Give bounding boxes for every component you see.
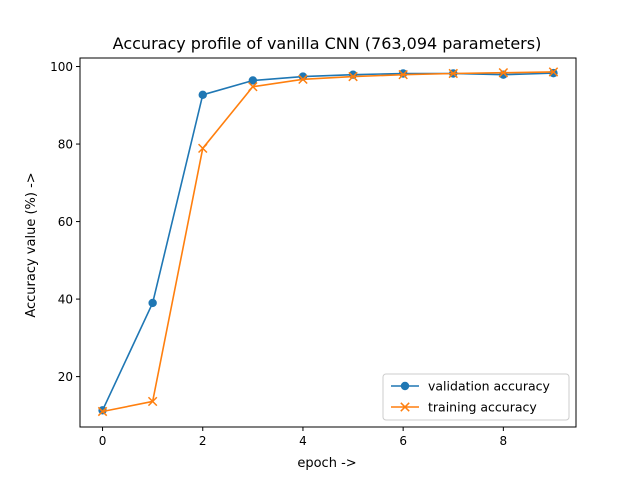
y-axis-label: Accuracy value (%) -> xyxy=(24,172,39,317)
legend-swatch-marker xyxy=(400,402,410,412)
validation-accuracy-point xyxy=(148,298,157,308)
training-accuracy-point xyxy=(248,81,258,92)
validation-accuracy-point xyxy=(398,69,408,78)
y-tick-label: 100 xyxy=(50,60,73,74)
x-tick-label: 8 xyxy=(500,434,508,448)
legend-item: training accuracy xyxy=(391,400,537,415)
validation-accuracy-line xyxy=(101,72,554,411)
x-tick-label: 2 xyxy=(199,434,207,448)
training-accuracy-point xyxy=(198,143,208,154)
legend-label: training accuracy xyxy=(428,400,537,415)
validation-accuracy-point xyxy=(198,90,207,100)
validation-accuracy-point xyxy=(98,406,107,415)
y-tick-label: 20 xyxy=(58,370,73,384)
x-axis-label: epoch -> xyxy=(297,456,356,471)
training-accuracy-point xyxy=(348,71,358,82)
training-accuracy-point xyxy=(298,74,308,85)
axes-frame xyxy=(79,57,577,428)
plot-area: 0 2 4 6 8 20 40 60 80 100 xyxy=(50,57,577,448)
training-accuracy-point xyxy=(97,406,108,417)
y-tick-label: 80 xyxy=(58,138,73,152)
legend-box xyxy=(382,373,570,421)
training-accuracy-point xyxy=(548,67,559,77)
y-tick-label: 60 xyxy=(58,215,73,229)
training-accuracy-line xyxy=(102,71,554,413)
legend-swatch-marker xyxy=(400,381,410,391)
training-accuracy-series xyxy=(97,67,559,417)
validation-accuracy-point xyxy=(549,68,558,78)
x-tick-label: 0 xyxy=(99,434,107,448)
legend-label: validation accuracy xyxy=(428,379,551,394)
training-accuracy-point xyxy=(448,68,458,79)
training-accuracy-point xyxy=(398,69,408,80)
validation-accuracy-point xyxy=(248,76,258,85)
x-tick-label: 6 xyxy=(399,434,407,448)
training-accuracy-point xyxy=(498,67,509,78)
x-tick-label: 4 xyxy=(299,434,307,448)
training-accuracy-point xyxy=(147,396,158,407)
legend: validation accuracy training accuracy xyxy=(382,373,570,421)
legend-item: validation accuracy xyxy=(391,379,551,394)
y-tick-label: 40 xyxy=(58,293,73,307)
chart-title: Accuracy profile of vanilla CNN (763,094… xyxy=(113,34,542,53)
